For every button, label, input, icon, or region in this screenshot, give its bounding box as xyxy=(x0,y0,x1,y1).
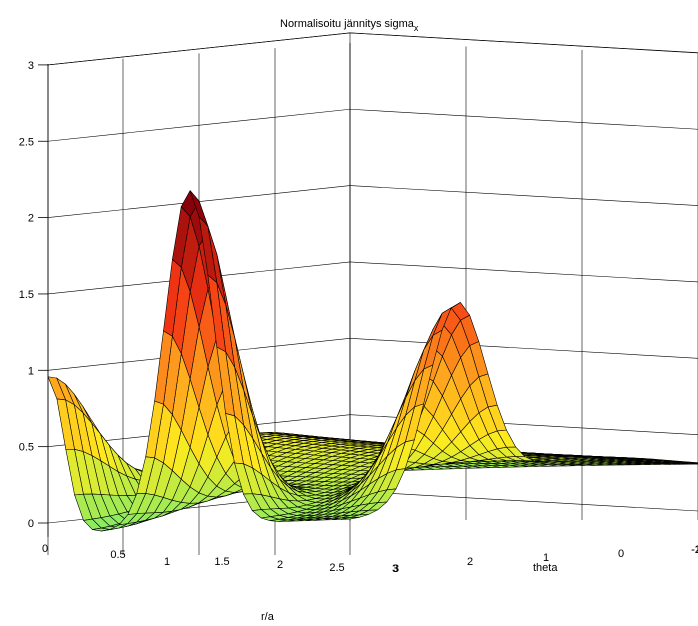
r-tick-label: 0.5 xyxy=(110,549,125,561)
z-tick-label: 3 xyxy=(28,60,34,72)
theta-tick-label: 3 xyxy=(392,563,398,575)
z-tick-label: 0.5 xyxy=(19,442,34,454)
tick-labels: 00.511.522.530 0.51 1.5 2 2.5 32 1 0 -1-23 xyxy=(19,60,698,575)
r-tick-label: 1.5 xyxy=(214,556,229,568)
z-tick-label: 2.5 xyxy=(19,136,34,148)
surface-mesh xyxy=(47,190,698,532)
z-tick-label: 2 xyxy=(28,213,34,225)
y-axis-label: theta xyxy=(533,562,558,574)
z-tick-label: 0 xyxy=(28,518,34,530)
z-tick-label: 1 xyxy=(28,365,34,377)
theta-tick-label: -2 xyxy=(691,544,698,556)
chart-title: Normalisoitu jännitys sigmax xyxy=(280,18,419,33)
theta-tick-label: 2 xyxy=(467,556,473,568)
r-tick-label: 3 xyxy=(393,563,399,575)
surface-patch xyxy=(341,517,360,520)
theta-tick-label: -1 xyxy=(691,544,698,556)
r-tick-label: 2.5 xyxy=(329,562,344,574)
theta-tick-label: 0 xyxy=(618,548,624,560)
theta-tick-label: 1 xyxy=(543,552,549,564)
r-tick-label: 2 xyxy=(277,559,283,571)
x-axis-label: r/a xyxy=(261,611,275,623)
z-tick-label: 1.5 xyxy=(19,289,34,301)
r-tick-label: 1 xyxy=(164,556,170,568)
r-tick-label: 0 xyxy=(42,543,48,555)
